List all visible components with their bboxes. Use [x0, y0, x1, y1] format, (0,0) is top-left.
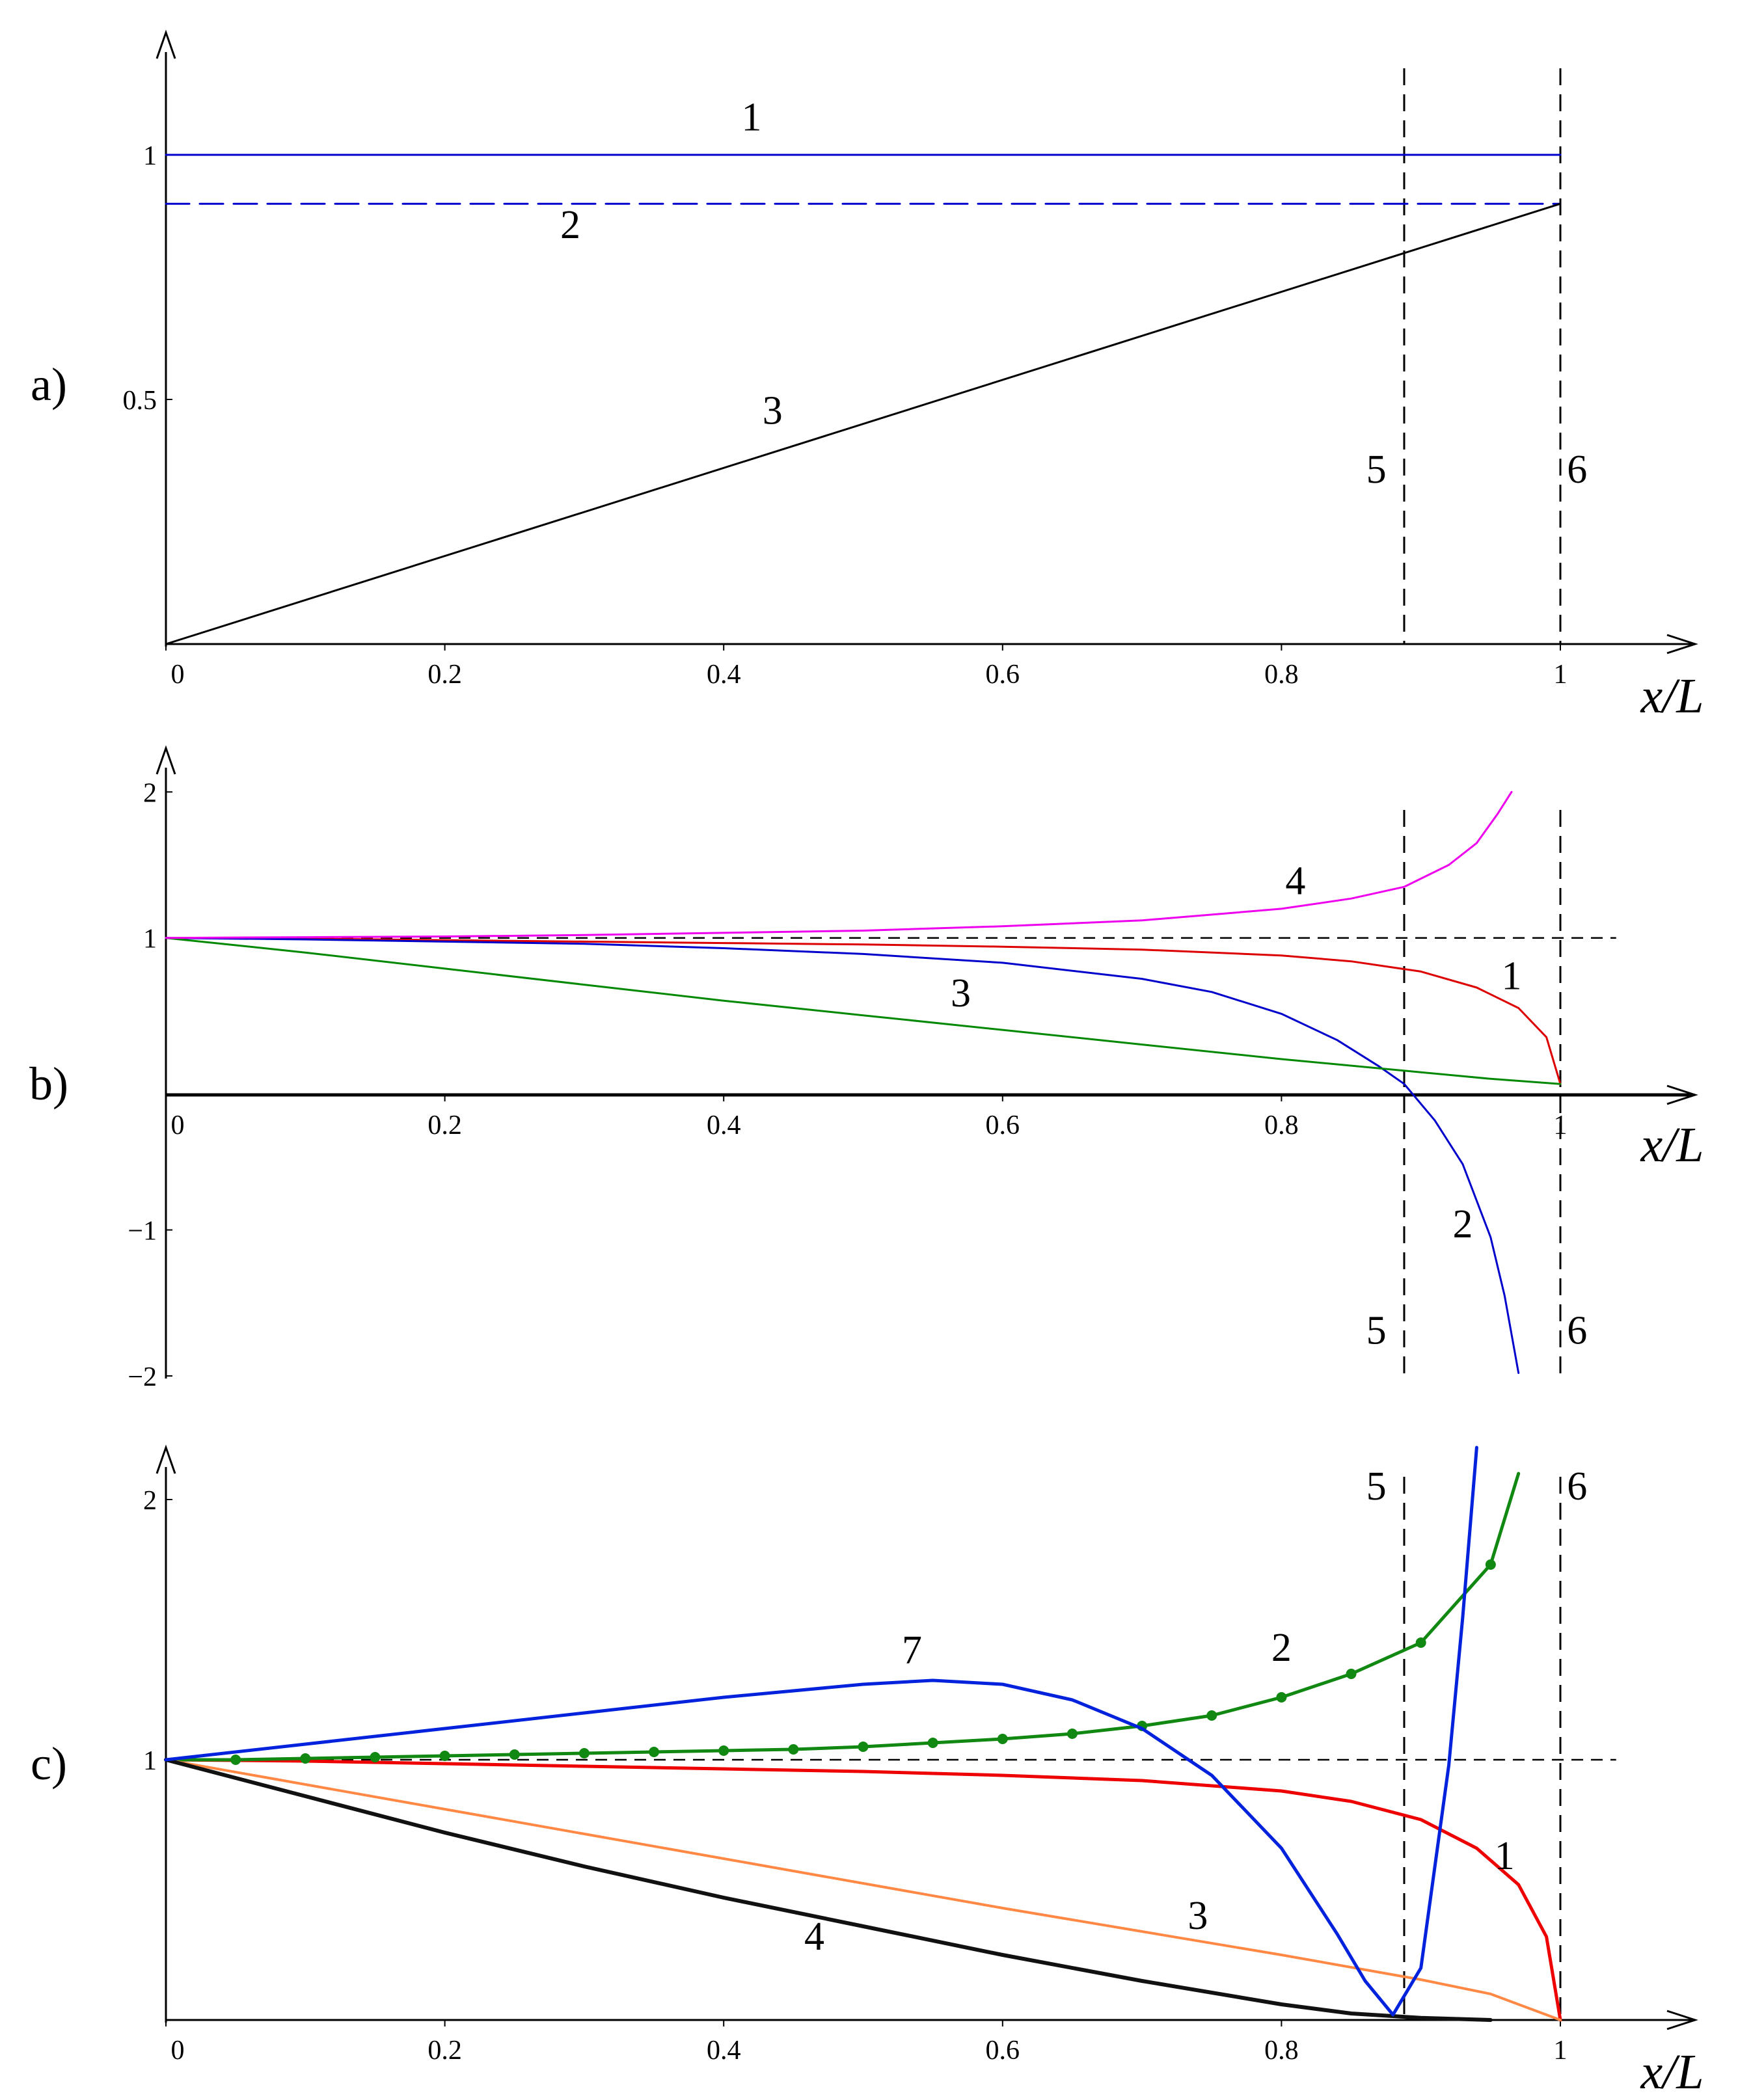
series-marker-2 [370, 1752, 381, 1762]
series-marker-2 [1066, 1729, 1078, 1739]
curve-label: 6 [1567, 1309, 1587, 1353]
series-line-7 [164, 1446, 1478, 2017]
series-marker-2 [439, 1751, 450, 1761]
curve-label: 3 [763, 389, 783, 433]
x-axis-title: x/L [1640, 1118, 1704, 1172]
curve-label: 5 [1366, 1464, 1387, 1509]
series-marker-2 [1485, 1559, 1496, 1570]
panel-label: a) [31, 358, 67, 411]
panel-label: b) [29, 1058, 68, 1110]
curve-label: 5 [1366, 448, 1387, 492]
panel-label: c) [31, 1738, 67, 1790]
x-tick-label: 0.2 [428, 660, 462, 690]
series-line-1 [164, 1758, 1562, 2022]
y-tick-label: 2 [143, 1486, 157, 1516]
curve-label: 4 [804, 1915, 824, 1959]
curve-label: 2 [1271, 1626, 1292, 1670]
series-marker-2 [649, 1747, 660, 1757]
y-axis-arrow-icon [156, 1444, 176, 1474]
x-tick-label: 0.8 [1264, 660, 1299, 690]
x-tick-label: 0 [171, 2036, 185, 2066]
y-tick-label: 1 [143, 924, 157, 954]
y-tick-label: 1 [143, 1746, 157, 1776]
x-tick-label: 0.6 [986, 2036, 1020, 2066]
curve-label: 7 [902, 1628, 922, 1673]
series-line-3 [165, 202, 1562, 645]
series-line-1 [165, 937, 1562, 1085]
series-marker-2 [997, 1734, 1008, 1744]
y-axis-arrow-icon [156, 745, 176, 775]
x-axis-title: x/L [1640, 669, 1704, 723]
y-tick-label: 1 [143, 141, 157, 171]
series-marker-2 [718, 1745, 729, 1756]
y-tick-label: −2 [128, 1362, 157, 1392]
x-axis-arrow-icon [1666, 634, 1698, 654]
curve-label: 6 [1567, 448, 1587, 492]
curve-label: 1 [1501, 954, 1521, 998]
series-line-2 [164, 1472, 1521, 1762]
x-tick-label: 0.6 [986, 660, 1020, 690]
y-tick-label: 0.5 [123, 386, 157, 416]
curve-label: 2 [1452, 1202, 1473, 1246]
x-tick-label: 1 [1554, 2036, 1568, 2066]
x-tick-label: 0.4 [707, 1111, 741, 1140]
series-line-4 [165, 790, 1513, 939]
x-tick-label: 0.8 [1264, 2036, 1299, 2066]
x-tick-label: 1 [1554, 660, 1568, 690]
x-tick-label: 0 [171, 660, 185, 690]
y-tick-label: −1 [128, 1217, 157, 1246]
x-tick-label: 0.2 [428, 1111, 462, 1140]
curve-label: 1 [742, 95, 762, 139]
series-marker-2 [1276, 1692, 1287, 1703]
series-marker-2 [230, 1755, 241, 1765]
series-marker-2 [927, 1738, 938, 1748]
curve-label: 5 [1366, 1309, 1387, 1353]
series-marker-2 [300, 1753, 311, 1764]
curve-label: 2 [560, 203, 580, 247]
x-tick-label: 0.4 [707, 660, 741, 690]
series-line-4 [164, 1758, 1493, 2022]
series-line-2 [165, 937, 1520, 1374]
series-marker-2 [858, 1742, 869, 1752]
curve-label: 6 [1567, 1464, 1587, 1509]
x-tick-label: 0.4 [707, 2036, 741, 2066]
curve-label: 3 [1188, 1894, 1208, 1938]
y-tick-label: 2 [143, 778, 157, 808]
x-axis-arrow-icon [1666, 2010, 1698, 2030]
curve-label: 3 [951, 971, 971, 1016]
x-axis-title: x/L [1640, 2045, 1704, 2099]
y-axis-arrow-icon [156, 29, 176, 59]
x-tick-label: 0.8 [1264, 1111, 1299, 1140]
series-line-3 [165, 1758, 1562, 2021]
x-tick-label: 0.2 [428, 2036, 462, 2066]
series-line-3 [165, 937, 1562, 1085]
panel-a: 0 0.2 0.4 0.6 0.8 1 0.5 1 1 2 3 5 6 a) x/L [31, 29, 1704, 723]
series-marker-2 [1415, 1637, 1426, 1648]
series-marker-2 [509, 1749, 520, 1760]
x-axis-arrow-icon [1666, 1084, 1698, 1105]
series-marker-2 [1206, 1710, 1217, 1721]
curve-label: 1 [1495, 1834, 1515, 1878]
series-marker-2 [1346, 1669, 1357, 1679]
x-tick-label: 0.6 [986, 1111, 1020, 1140]
curve-label: 4 [1285, 859, 1305, 903]
series-marker-2 [578, 1748, 590, 1758]
series-marker-2 [788, 1744, 799, 1755]
x-tick-label: 0 [171, 1111, 185, 1140]
